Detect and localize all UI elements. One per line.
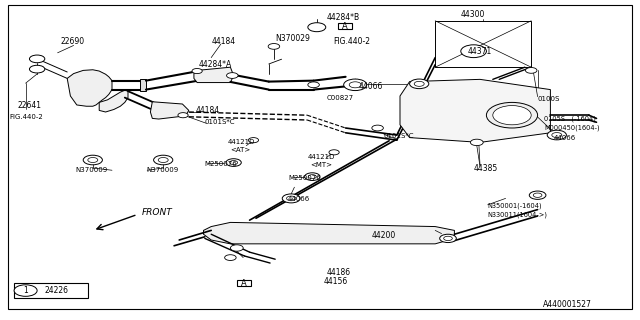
Circle shape xyxy=(493,106,531,125)
Circle shape xyxy=(486,102,538,128)
Circle shape xyxy=(29,55,45,63)
Text: 44284*A: 44284*A xyxy=(198,60,232,68)
Circle shape xyxy=(372,125,383,131)
Text: 22690: 22690 xyxy=(61,37,85,46)
Text: FIG.440-2: FIG.440-2 xyxy=(333,37,370,46)
Circle shape xyxy=(461,45,486,58)
Circle shape xyxy=(349,82,361,88)
Circle shape xyxy=(547,130,566,140)
Text: A: A xyxy=(342,22,348,31)
Polygon shape xyxy=(67,70,112,106)
Circle shape xyxy=(529,191,546,199)
Text: N370009: N370009 xyxy=(146,167,178,172)
Polygon shape xyxy=(150,102,189,119)
Circle shape xyxy=(414,81,424,86)
Text: <MT>: <MT> xyxy=(310,162,332,168)
Circle shape xyxy=(444,236,452,241)
Text: C00827: C00827 xyxy=(326,95,353,100)
Text: N370009: N370009 xyxy=(76,167,108,172)
Circle shape xyxy=(230,245,243,251)
Circle shape xyxy=(29,65,45,73)
Text: A: A xyxy=(241,279,246,288)
Polygon shape xyxy=(204,222,454,244)
Circle shape xyxy=(308,82,319,88)
Circle shape xyxy=(83,155,102,165)
Circle shape xyxy=(308,23,326,32)
Text: 44200: 44200 xyxy=(371,231,396,240)
Circle shape xyxy=(410,79,429,89)
Circle shape xyxy=(178,113,188,118)
Text: 24226: 24226 xyxy=(44,286,68,295)
FancyBboxPatch shape xyxy=(14,283,88,298)
Text: 0101S*C: 0101S*C xyxy=(384,133,415,139)
Circle shape xyxy=(227,73,238,78)
Text: 44156: 44156 xyxy=(323,277,348,286)
Text: M000450(1604-): M000450(1604-) xyxy=(544,125,600,131)
Circle shape xyxy=(308,175,316,179)
Circle shape xyxy=(225,255,236,260)
Circle shape xyxy=(154,155,173,165)
Circle shape xyxy=(192,68,202,74)
Circle shape xyxy=(268,44,280,49)
Text: 44385: 44385 xyxy=(474,164,498,172)
Circle shape xyxy=(525,68,537,73)
Polygon shape xyxy=(99,90,128,112)
Circle shape xyxy=(305,173,320,180)
Text: FRONT: FRONT xyxy=(142,208,173,217)
FancyBboxPatch shape xyxy=(338,23,352,29)
Circle shape xyxy=(14,285,37,296)
Text: <AT>: <AT> xyxy=(230,148,251,153)
Text: 44066: 44066 xyxy=(358,82,383,91)
Circle shape xyxy=(470,139,483,146)
Text: N330011(1604->): N330011(1604->) xyxy=(488,211,548,218)
Bar xyxy=(435,21,531,67)
Text: 0105S   (-1604): 0105S (-1604) xyxy=(544,115,596,122)
Text: 44300: 44300 xyxy=(461,10,485,19)
Polygon shape xyxy=(400,79,550,142)
Text: 44066: 44066 xyxy=(554,135,576,140)
Text: 0100S: 0100S xyxy=(538,96,560,102)
Text: 1: 1 xyxy=(23,286,28,295)
FancyBboxPatch shape xyxy=(237,280,251,286)
Circle shape xyxy=(248,138,259,143)
Circle shape xyxy=(230,161,237,164)
Circle shape xyxy=(440,234,456,243)
Text: 44121D: 44121D xyxy=(307,154,335,160)
Circle shape xyxy=(287,196,296,201)
Circle shape xyxy=(88,157,98,163)
Text: M250076: M250076 xyxy=(205,161,237,167)
Text: 44184: 44184 xyxy=(211,37,236,46)
Text: 44066: 44066 xyxy=(288,196,310,202)
Text: 44186: 44186 xyxy=(326,268,351,277)
Text: 0101S*C: 0101S*C xyxy=(205,119,236,124)
Circle shape xyxy=(552,132,562,138)
Circle shape xyxy=(282,194,300,203)
Text: 44121D: 44121D xyxy=(227,140,255,145)
Circle shape xyxy=(226,159,241,166)
Text: N350001(-1604): N350001(-1604) xyxy=(488,202,542,209)
Text: 22641: 22641 xyxy=(18,101,42,110)
Text: A440001527: A440001527 xyxy=(543,300,591,309)
Text: 44184: 44184 xyxy=(195,106,220,115)
Text: M250076: M250076 xyxy=(288,175,321,180)
Polygon shape xyxy=(194,67,234,83)
Text: 44371: 44371 xyxy=(467,47,492,56)
Polygon shape xyxy=(140,79,146,91)
Circle shape xyxy=(344,79,367,91)
Text: 44284*B: 44284*B xyxy=(326,13,360,22)
Text: N370029: N370029 xyxy=(275,34,310,43)
Text: FIG.440-2: FIG.440-2 xyxy=(10,114,44,120)
Circle shape xyxy=(158,157,168,163)
Circle shape xyxy=(329,150,339,155)
Circle shape xyxy=(533,193,542,197)
